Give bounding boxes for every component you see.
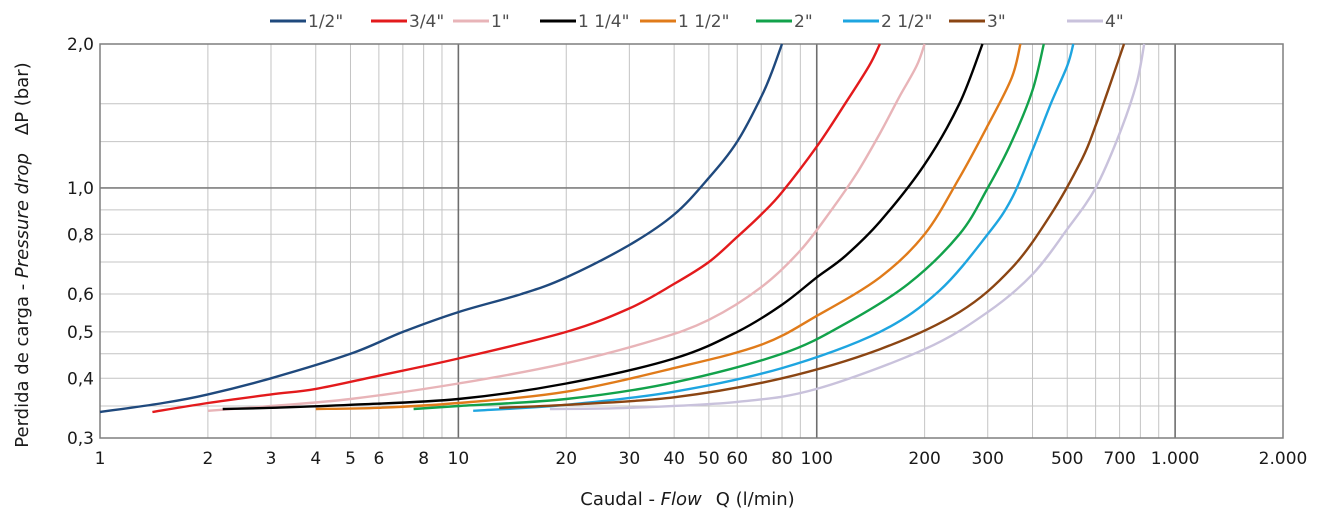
x-tick-label: 10 [448, 449, 470, 469]
legend-label-5: 2" [794, 12, 813, 32]
x-tick-label: 1 [95, 449, 106, 469]
x-axis-label-prefix: Caudal - [580, 489, 660, 510]
series-line-3 [222, 43, 984, 411]
x-tick-label: 30 [619, 449, 641, 469]
y-tick-label: 0,3 [67, 429, 94, 449]
x-tick-label: 5 [345, 449, 356, 469]
legend-label-4: 1 1/2" [678, 12, 729, 32]
plot-frame [99, 43, 1284, 439]
x-tick-label: 200 [908, 449, 940, 469]
series-line-4 [315, 43, 1022, 411]
legend-label-8: 4" [1105, 12, 1124, 32]
series-line-1 [152, 43, 881, 414]
x-tick-label: 8 [418, 449, 429, 469]
legend-label-1: 3/4" [409, 12, 444, 32]
series-line-8 [549, 43, 1146, 411]
x-tick-label: 4 [310, 449, 321, 469]
legend-label-0: 1/2" [308, 12, 343, 32]
x-tick-label: 100 [801, 449, 833, 469]
y-tick-label: 1,0 [67, 179, 94, 199]
series-line-5 [413, 43, 1045, 411]
x-tick-label: 300 [972, 449, 1004, 469]
legend: 1/2" 3/4" 1" 1 1/4" 1 1/2" 2" 2 1/2" 3" 4" [270, 12, 1124, 32]
series-layer [99, 43, 1146, 414]
y-axis-label-suffix: ΔP (bar) [12, 62, 33, 135]
legend-label-2: 1" [491, 12, 510, 32]
x-axis-ticks: 1 2 3 4 5 6 8 10 20 30 40 50 60 80 100 200 300 500 700 1.00… [95, 449, 1308, 469]
y-axis-ticks: 0,3 0,4 0,5 0,6 0,8 1,0 2,0 [67, 35, 94, 449]
y-axis-label-prefix: Perdida de carga - [12, 278, 33, 448]
x-tick-label: 40 [663, 449, 685, 469]
series-line-0 [99, 43, 784, 414]
x-tick-label: 2 [202, 449, 213, 469]
x-tick-label: 700 [1103, 449, 1135, 469]
x-axis-label-italic: Flow [661, 489, 702, 510]
x-tick-label: 50 [698, 449, 720, 469]
x-tick-label: 60 [726, 449, 748, 469]
y-tick-label: 2,0 [67, 35, 94, 55]
x-tick-label: 500 [1051, 449, 1083, 469]
y-tick-label: 0,5 [67, 323, 94, 343]
x-axis-label-suffix: Q (l/min) [716, 489, 795, 510]
y-tick-label: 0,6 [67, 285, 94, 305]
major-grid [100, 44, 1283, 438]
series-line-6 [473, 43, 1075, 412]
y-axis-label: Perdida de carga - Pressure drop ΔP (bar) [12, 62, 33, 447]
x-axis-label: Caudal - Flow Q (l/min) [580, 489, 794, 510]
x-tick-label: 20 [555, 449, 577, 469]
x-tick-label: 1.000 [1151, 449, 1200, 469]
legend-label-7: 3" [987, 12, 1006, 32]
x-tick-label: 80 [771, 449, 793, 469]
legend-label-6: 2 1/2" [881, 12, 932, 32]
y-tick-label: 0,4 [67, 369, 94, 389]
x-tick-label: 2.000 [1259, 449, 1308, 469]
series-line-7 [499, 43, 1126, 409]
series-line-2 [207, 43, 926, 412]
x-tick-label: 6 [373, 449, 384, 469]
x-tick-label: 3 [266, 449, 277, 469]
y-axis-label-italic: Pressure drop [12, 153, 33, 278]
legend-label-3: 1 1/4" [578, 12, 629, 32]
y-tick-label: 0,8 [67, 225, 94, 245]
